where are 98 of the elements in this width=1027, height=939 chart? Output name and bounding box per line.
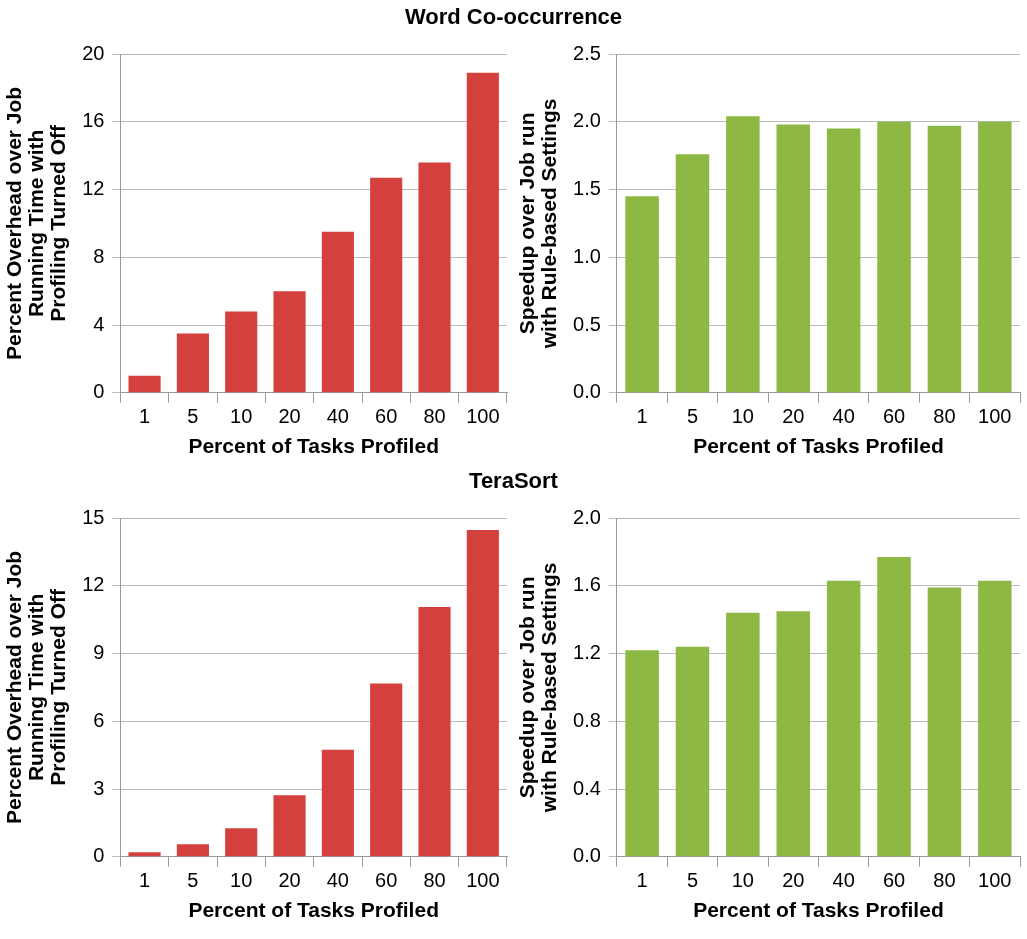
x-tick-label: 60: [375, 405, 398, 428]
x-tick-label: 1: [139, 405, 151, 428]
y-tick-label: 1.6: [573, 573, 601, 596]
bar: [418, 162, 451, 393]
bar: [321, 231, 354, 393]
bar: [370, 683, 403, 857]
y-axis-title: Percent Overhead over Job Running Time with Profiling Turned Off: [1, 86, 69, 360]
x-tick-label: 100: [978, 405, 1012, 428]
y-tick-label: 20: [82, 41, 105, 64]
bar: [776, 611, 811, 857]
y-tick-label: 0.0: [573, 380, 601, 403]
bar: [675, 646, 710, 857]
chart-title: TeraSort: [468, 467, 559, 495]
x-tick-label: 100: [466, 869, 500, 892]
bar: [176, 333, 209, 393]
x-tick-label: 20: [278, 405, 301, 428]
x-axis-title: Percent of Tasks Profiled: [693, 898, 944, 922]
y-tick-label: 2.0: [573, 109, 601, 132]
bar: [225, 311, 258, 393]
bar: [466, 72, 499, 393]
x-tick-label: 80: [423, 405, 446, 428]
bar: [927, 587, 962, 857]
y-tick-label: 8: [93, 244, 105, 267]
bar: [418, 606, 451, 857]
x-tick-label: 80: [423, 869, 446, 892]
bar: [128, 852, 161, 857]
x-tick-label: 5: [187, 405, 199, 428]
bar: [176, 844, 209, 857]
y-tick-label: 0: [93, 844, 105, 867]
x-tick-label: 1: [139, 869, 151, 892]
x-tick-label: 100: [978, 869, 1012, 892]
bar: [273, 291, 306, 393]
x-tick-label: 60: [882, 405, 906, 428]
x-tick-label: 20: [278, 869, 301, 892]
bar: [978, 121, 1012, 393]
bar: [225, 828, 258, 857]
x-tick-label: 10: [731, 405, 754, 428]
y-axis-title: Percent Overhead over Job Running Time with Profiling Turned Off: [1, 550, 69, 824]
y-tick-label: 3: [93, 776, 105, 799]
y-tick-label: 4: [93, 312, 105, 335]
bar: [826, 580, 861, 857]
x-tick-label: 80: [933, 869, 956, 892]
x-tick-label: 60: [375, 869, 398, 892]
bar: [726, 612, 760, 857]
x-tick-label: 10: [230, 869, 253, 892]
y-tick-label: 2.5: [573, 41, 601, 64]
x-tick-label: 40: [326, 405, 349, 428]
x-tick-label: 10: [731, 869, 754, 892]
x-tick-label: 60: [882, 869, 906, 892]
bar: [370, 177, 403, 393]
x-tick-label: 5: [686, 405, 699, 428]
x-tick-label: 100: [466, 405, 500, 428]
y-tick-label: 1.0: [573, 244, 601, 267]
bar: [826, 128, 861, 393]
y-axis-title: Speedup over Job run with Rule-based Settings: [514, 562, 560, 814]
bar: [128, 375, 161, 393]
chart-title: Word Co-occurrence: [403, 3, 624, 31]
bar: [321, 749, 354, 857]
bar: [877, 121, 911, 393]
x-tick-label: 20: [782, 869, 805, 892]
y-axis-title: Speedup over Job run with Rule-based Settings: [514, 98, 560, 350]
x-tick-label: 5: [686, 869, 699, 892]
x-tick-label: 20: [782, 405, 805, 428]
y-tick-label: 12: [82, 177, 105, 200]
y-tick-label: 0.0: [573, 844, 601, 867]
y-tick-label: 6: [93, 708, 105, 731]
bar: [625, 650, 659, 857]
x-tick-label: 1: [636, 405, 648, 428]
x-tick-label: 40: [832, 869, 855, 892]
bar: [877, 556, 911, 857]
x-tick-label: 80: [933, 405, 956, 428]
x-axis-title: Percent of Tasks Profiled: [693, 434, 944, 458]
y-tick-label: 1.2: [573, 641, 601, 664]
y-tick-label: 0.8: [573, 708, 601, 731]
bar: [273, 795, 306, 857]
x-tick-label: 40: [326, 869, 349, 892]
y-tick-label: 16: [82, 109, 105, 132]
bar: [978, 580, 1012, 857]
x-axis-title: Percent of Tasks Profiled: [188, 434, 439, 458]
x-tick-label: 1: [636, 869, 648, 892]
bar: [466, 529, 499, 857]
y-tick-label: 9: [93, 641, 105, 664]
bar: [625, 196, 659, 393]
bar: [675, 154, 710, 393]
y-tick-label: 0: [93, 380, 105, 403]
y-tick-label: 15: [82, 505, 105, 528]
bar: [726, 116, 760, 393]
x-tick-label: 5: [187, 869, 199, 892]
x-tick-label: 10: [230, 405, 253, 428]
bar: [927, 125, 962, 393]
y-tick-label: 2.0: [573, 505, 601, 528]
y-tick-label: 0.5: [573, 312, 601, 335]
y-tick-label: 1.5: [573, 177, 601, 200]
y-tick-label: 0.4: [573, 776, 601, 799]
bar: [776, 124, 811, 393]
y-tick-label: 12: [82, 573, 105, 596]
x-tick-label: 40: [832, 405, 855, 428]
x-axis-title: Percent of Tasks Profiled: [188, 898, 439, 922]
